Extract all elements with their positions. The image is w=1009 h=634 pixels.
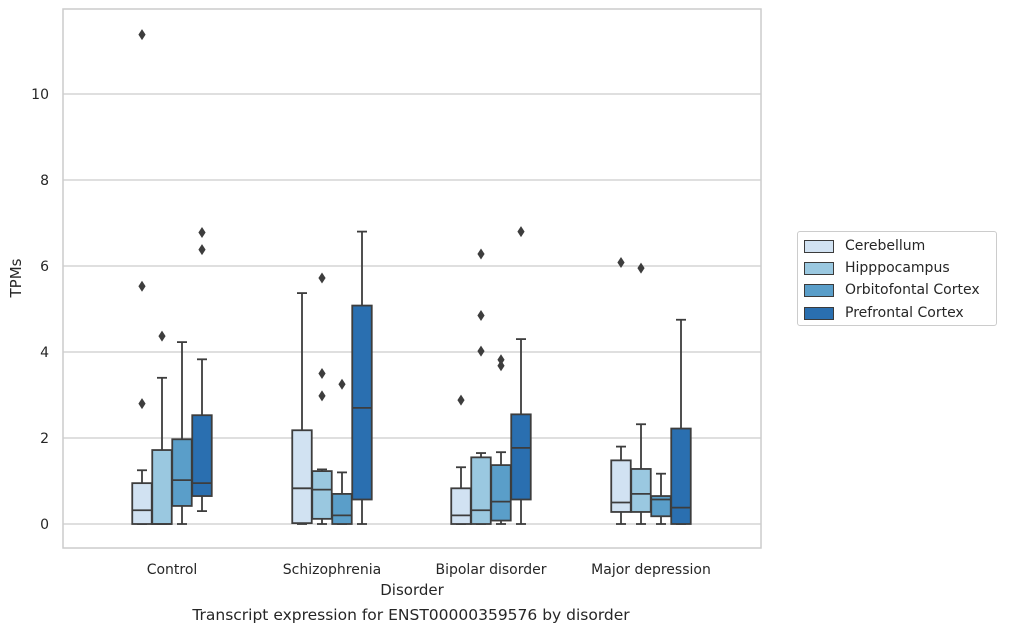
box-iqr [670, 427, 692, 525]
box-iqr [191, 414, 213, 497]
outlier-point [198, 226, 206, 238]
x-tick-label: Schizophrenia [283, 562, 381, 578]
box-hipppocampus-3 [630, 262, 652, 525]
x-tick-label: Major depression [591, 562, 711, 578]
box-orbitofontal-cortex-3 [650, 472, 672, 525]
box-cerebellum-0 [131, 29, 153, 525]
plot-frame [62, 8, 762, 549]
y-axis-label: TPMs [7, 258, 25, 298]
box-orbitofontal-cortex-2 [490, 354, 512, 525]
outlier-point [457, 394, 465, 406]
legend-label-cerebellum: Cerebellum [845, 238, 926, 254]
legend-item-cerebellum: Cerebellum [804, 236, 925, 256]
outlier-point [318, 368, 326, 379]
legend-label-orbitofrontal: Orbitofontal Cortex [845, 282, 980, 298]
box-prefrontal-cortex-3 [670, 318, 692, 525]
legend-swatch-prefrontal [804, 306, 834, 320]
outlier-point [617, 257, 625, 269]
box-iqr [311, 470, 333, 520]
y-tick-label: 2 [40, 431, 49, 447]
box-iqr [490, 464, 512, 522]
box-iqr [171, 438, 193, 507]
outlier-point [198, 244, 206, 256]
legend-swatch-hippocampus [804, 261, 834, 275]
outlier-point [338, 378, 346, 390]
box-iqr [331, 492, 353, 525]
box-prefrontal-cortex-1 [351, 230, 373, 525]
y-tick-label: 4 [40, 345, 49, 361]
y-tick-label: 8 [40, 173, 49, 189]
y-tick-label: 10 [31, 87, 49, 103]
box-iqr [291, 429, 313, 525]
box-iqr [351, 304, 373, 501]
outlier-point [318, 390, 326, 402]
y-tick-label: 6 [40, 259, 49, 275]
box-iqr [151, 449, 173, 525]
box-hipppocampus-1 [311, 272, 333, 525]
box-prefrontal-cortex-2 [510, 226, 532, 525]
legend-item-prefrontal: Prefrontal Cortex [804, 303, 964, 323]
outlier-point [497, 360, 505, 372]
box-layer [131, 29, 692, 525]
box-prefrontal-cortex-0 [191, 226, 213, 513]
outlier-point [477, 248, 485, 260]
legend-item-hippocampus: Hipppocampus [804, 258, 950, 278]
box-iqr [610, 459, 632, 513]
legend-swatch-orbitofrontal [804, 283, 834, 297]
outlier-point [477, 309, 485, 321]
x-tick-label: Control [147, 562, 198, 578]
outlier-point [138, 29, 146, 41]
y-tick-label: 0 [40, 517, 49, 533]
outlier-point [138, 398, 146, 410]
box-cerebellum-2 [450, 394, 472, 525]
box-iqr [131, 482, 153, 525]
outlier-point [158, 330, 166, 342]
box-iqr [630, 468, 652, 513]
box-iqr [450, 487, 472, 525]
legend-label-hippocampus: Hipppocampus [845, 260, 950, 276]
box-cerebellum-1 [291, 292, 313, 525]
box-orbitofontal-cortex-0 [171, 341, 193, 525]
outlier-point [477, 345, 485, 357]
legend-item-orbitofrontal: Orbitofontal Cortex [804, 280, 980, 300]
outlier-point [318, 272, 326, 284]
figure-caption: Transcript expression for ENST0000035957… [192, 606, 630, 624]
box-hipppocampus-0 [151, 330, 173, 525]
y-tick-labels: 0 2 4 6 8 10 [31, 87, 49, 533]
chart-legend: Cerebellum Hipppocampus Orbitofontal Cor… [797, 231, 997, 326]
outlier-point [497, 354, 505, 366]
x-tick-labels: Control Schizophrenia Bipolar disorder Majo… [147, 562, 711, 578]
outlier-point [637, 262, 645, 274]
box-orbitofontal-cortex-1 [331, 378, 353, 525]
box-iqr [470, 456, 492, 525]
legend-swatch-cerebellum [804, 239, 834, 253]
box-iqr [510, 413, 532, 501]
box-hipppocampus-2 [470, 248, 492, 525]
outlier-point [517, 226, 525, 238]
box-cerebellum-3 [610, 257, 632, 525]
legend-label-prefrontal: Prefrontal Cortex [845, 305, 964, 321]
x-axis-label: Disorder [380, 581, 444, 599]
x-tick-label: Bipolar disorder [435, 562, 546, 578]
outlier-point [138, 280, 146, 292]
